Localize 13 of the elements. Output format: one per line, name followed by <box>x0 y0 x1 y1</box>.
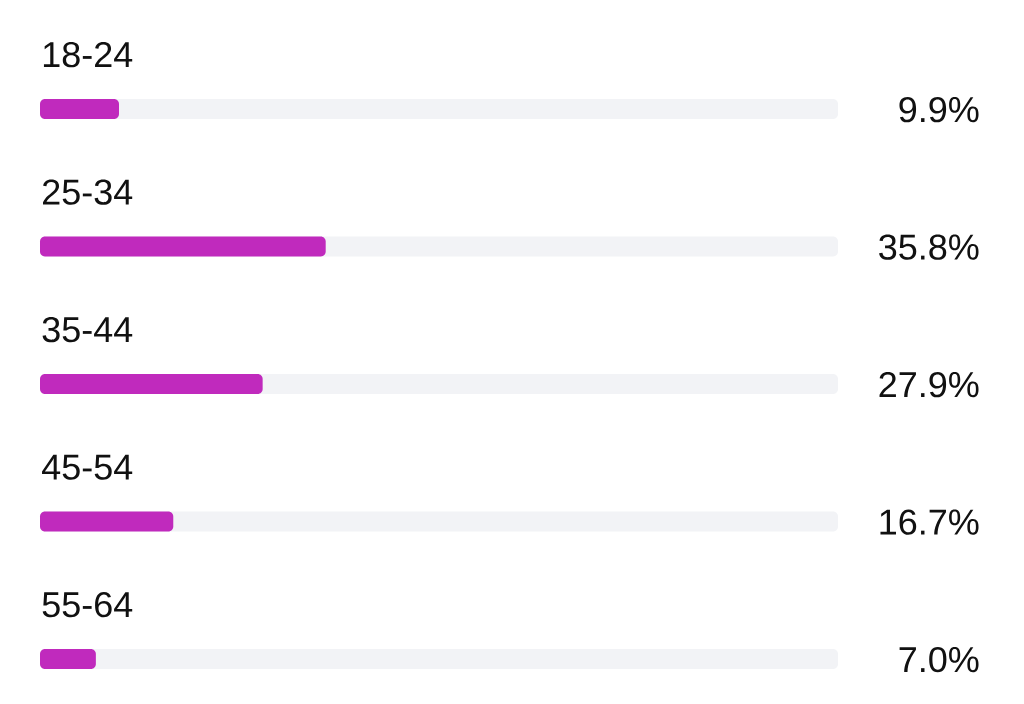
bar <box>40 511 174 532</box>
data-label: 16.7% <box>880 509 979 535</box>
y-tick-label: 55-64 <box>42 591 133 618</box>
data-label: 35.8% <box>879 234 979 260</box>
data-label: 7.0% <box>899 646 979 673</box>
y-tick-label: 18-24 <box>43 41 133 68</box>
data-label: 27.9% <box>879 371 979 398</box>
y-tick-label: 25-34 <box>43 179 133 205</box>
bar <box>40 649 96 670</box>
y-tick-label: 35-44 <box>42 316 133 343</box>
data-label: 9.9% <box>899 96 979 123</box>
y-tick-label: 45-54 <box>42 454 133 480</box>
bar <box>40 99 120 119</box>
